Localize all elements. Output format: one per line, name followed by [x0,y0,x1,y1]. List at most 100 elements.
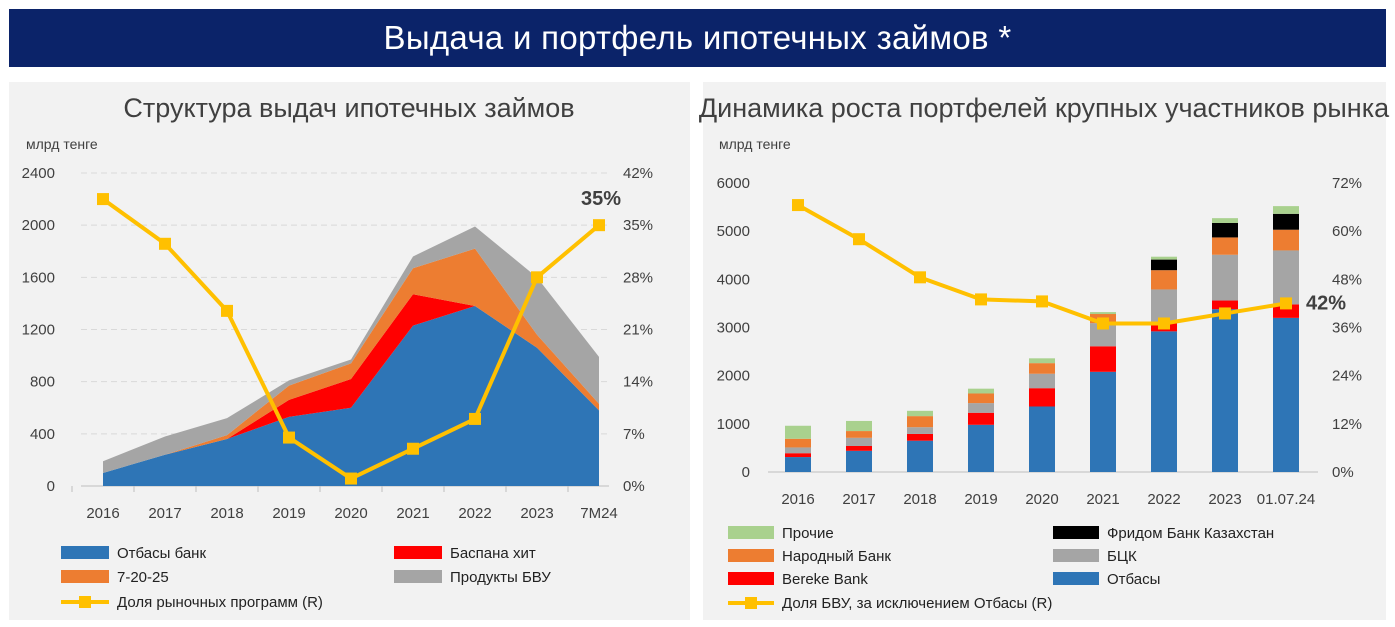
x-tick-label: 2017 [148,505,181,522]
y-tick-label: 2000 [22,217,55,234]
bar-segment-3 [968,403,994,413]
bar-segment-2 [907,433,933,441]
bar-segment-1 [907,440,933,472]
y2-tick-label: 60% [1332,223,1362,240]
bar-segment-6 [1212,218,1238,223]
bar-segment-4 [1029,363,1055,374]
bar-segment-1 [1029,406,1055,472]
x-tick-label: 2016 [86,505,119,522]
bar-segment-2 [1029,388,1055,407]
bar-segment-2 [968,412,994,425]
share-line-marker [1219,307,1231,320]
share-line-marker [407,442,419,455]
bar-segment-1 [1273,317,1299,472]
legend-label: Продукты БВУ [450,569,551,586]
area-series-1 [103,306,599,486]
bar-segment-4 [785,438,811,448]
share-line-marker [593,219,605,232]
y-tick-label: 800 [30,374,55,391]
share-line-marker [1097,317,1109,330]
portfolio-growth-chart: Динамика роста портфелей крупных участни… [699,93,1390,612]
y-tick-label: 1000 [717,416,750,433]
left-chart-panel: Структура выдач ипотечных займов млрд тен… [9,82,690,620]
share-line-marker [792,199,804,212]
y-tick-label: 400 [30,426,55,443]
bar-segment-6 [1029,358,1055,364]
y-axis-unit-label: млрд тенге [26,136,98,152]
share-line-marker [345,472,357,485]
bar-segment-4 [1273,229,1299,251]
bar-segment-2 [846,445,872,451]
legend-label: БЦК [1107,548,1137,565]
bar-segment-3 [1090,323,1116,347]
bar-segment-3 [1029,373,1055,389]
y2-tick-label: 48% [1332,271,1362,288]
y-tick-label: 4000 [717,271,750,288]
legend-swatch-marker [79,596,91,608]
legend-label: Доля БВУ, за исключением Отбасы (R) [782,595,1052,612]
x-tick-label: 2019 [272,505,305,522]
last-value-annotation: 35% [581,188,621,210]
legend-label: Bereke Bank [782,571,868,588]
y-axis-unit-label: млрд тенге [719,136,791,152]
share-line-marker [469,412,481,425]
share-line-marker [975,293,987,306]
x-tick-label: 01.07.24 [1257,491,1315,508]
share-line-marker [159,237,171,250]
legend-swatch [1053,526,1099,539]
share-line-marker [853,233,865,246]
y2-tick-label: 21% [623,322,653,339]
y2-tick-label: 42% [623,165,653,182]
area-series-4 [103,226,599,473]
area-series-3 [103,248,599,473]
x-tick-label: 2018 [903,491,936,508]
area-series-2 [103,294,599,473]
bar-segment-1 [1090,371,1116,472]
y2-tick-label: 24% [1332,368,1362,385]
share-line-marker [221,304,233,317]
y2-tick-label: 0% [1332,464,1354,481]
legend-swatch [1053,572,1099,585]
x-tick-label: 2019 [964,491,997,508]
legend-label: Отбасы банк [117,545,206,562]
x-tick-label: 7М24 [580,505,618,522]
y-tick-label: 1600 [22,269,55,286]
legend-swatch [728,526,774,539]
x-tick-label: 2018 [210,505,243,522]
share-line-marker [283,431,295,444]
bar-segment-6 [907,410,933,417]
legend-swatch-marker [745,597,757,609]
legend-label: Отбасы [1107,571,1160,588]
bar-segment-3 [846,437,872,446]
legend-swatch [728,572,774,585]
bar-segment-2 [1212,300,1238,310]
bar-segment-6 [1151,256,1177,260]
y-tick-label: 0 [742,464,750,481]
legend-swatch [61,546,109,559]
y-tick-label: 2000 [717,368,750,385]
share-line-marker [531,271,543,284]
page-title: Выдача и портфель ипотечных займов * [383,19,1012,56]
legend-swatch [1053,549,1099,562]
chart-title: Структура выдач ипотечных займов [123,93,574,123]
y2-tick-label: 14% [623,374,653,391]
x-tick-label: 2017 [842,491,875,508]
x-tick-label: 2023 [520,505,553,522]
y-tick-label: 3000 [717,320,750,337]
last-value-annotation: 42% [1306,292,1346,314]
legend-swatch [394,570,442,583]
bar-segment-3 [1212,254,1238,301]
bar-segment-2 [785,453,811,458]
share-line-marker [914,271,926,284]
y2-tick-label: 0% [623,478,645,495]
bar-segment-1 [846,450,872,472]
legend-label: Народный Банк [782,548,891,565]
page-title-banner: Выдача и портфель ипотечных займов * [9,9,1386,67]
x-tick-label: 2020 [334,505,367,522]
share-line-marker [97,193,109,206]
x-tick-label: 2021 [1086,491,1119,508]
share-line-marker [1280,297,1292,310]
bar-segment-1 [968,424,994,472]
legend-label: Баспана хит [450,545,536,562]
bar-segment-3 [907,427,933,434]
